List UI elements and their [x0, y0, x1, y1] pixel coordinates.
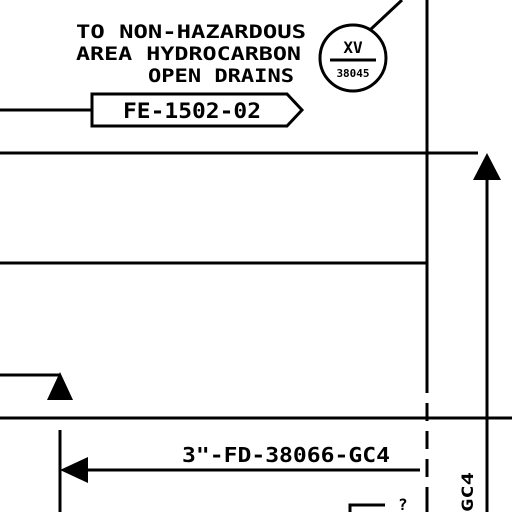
- offpage-connector-label: FE-1502-02: [123, 99, 261, 123]
- bottom-fragment-box: [348, 503, 385, 512]
- offpage-connector-shape: [90, 92, 305, 128]
- valve-tag-leader: [368, 0, 404, 32]
- note-line-3: OPEN DRAINS: [148, 65, 294, 87]
- flow-arrow-up-right-icon: [473, 153, 501, 180]
- vertical-line-label-fragment: GC4: [458, 472, 477, 512]
- valve-tag-type: XV: [343, 38, 363, 57]
- corner-fragment-label: ?: [398, 495, 408, 512]
- valve-tag-bubble: [318, 23, 388, 93]
- note-line-1: TO NON-HAZARDOUS: [76, 21, 306, 43]
- note-line-2: AREA HYDROCARBON: [76, 43, 301, 65]
- flow-arrow-up-left-icon: [47, 372, 73, 400]
- valve-tag-number: 38045: [336, 67, 369, 80]
- flow-arrow-left-icon: [60, 457, 88, 483]
- line-number-label: 3"-FD-38066-GC4: [182, 443, 390, 467]
